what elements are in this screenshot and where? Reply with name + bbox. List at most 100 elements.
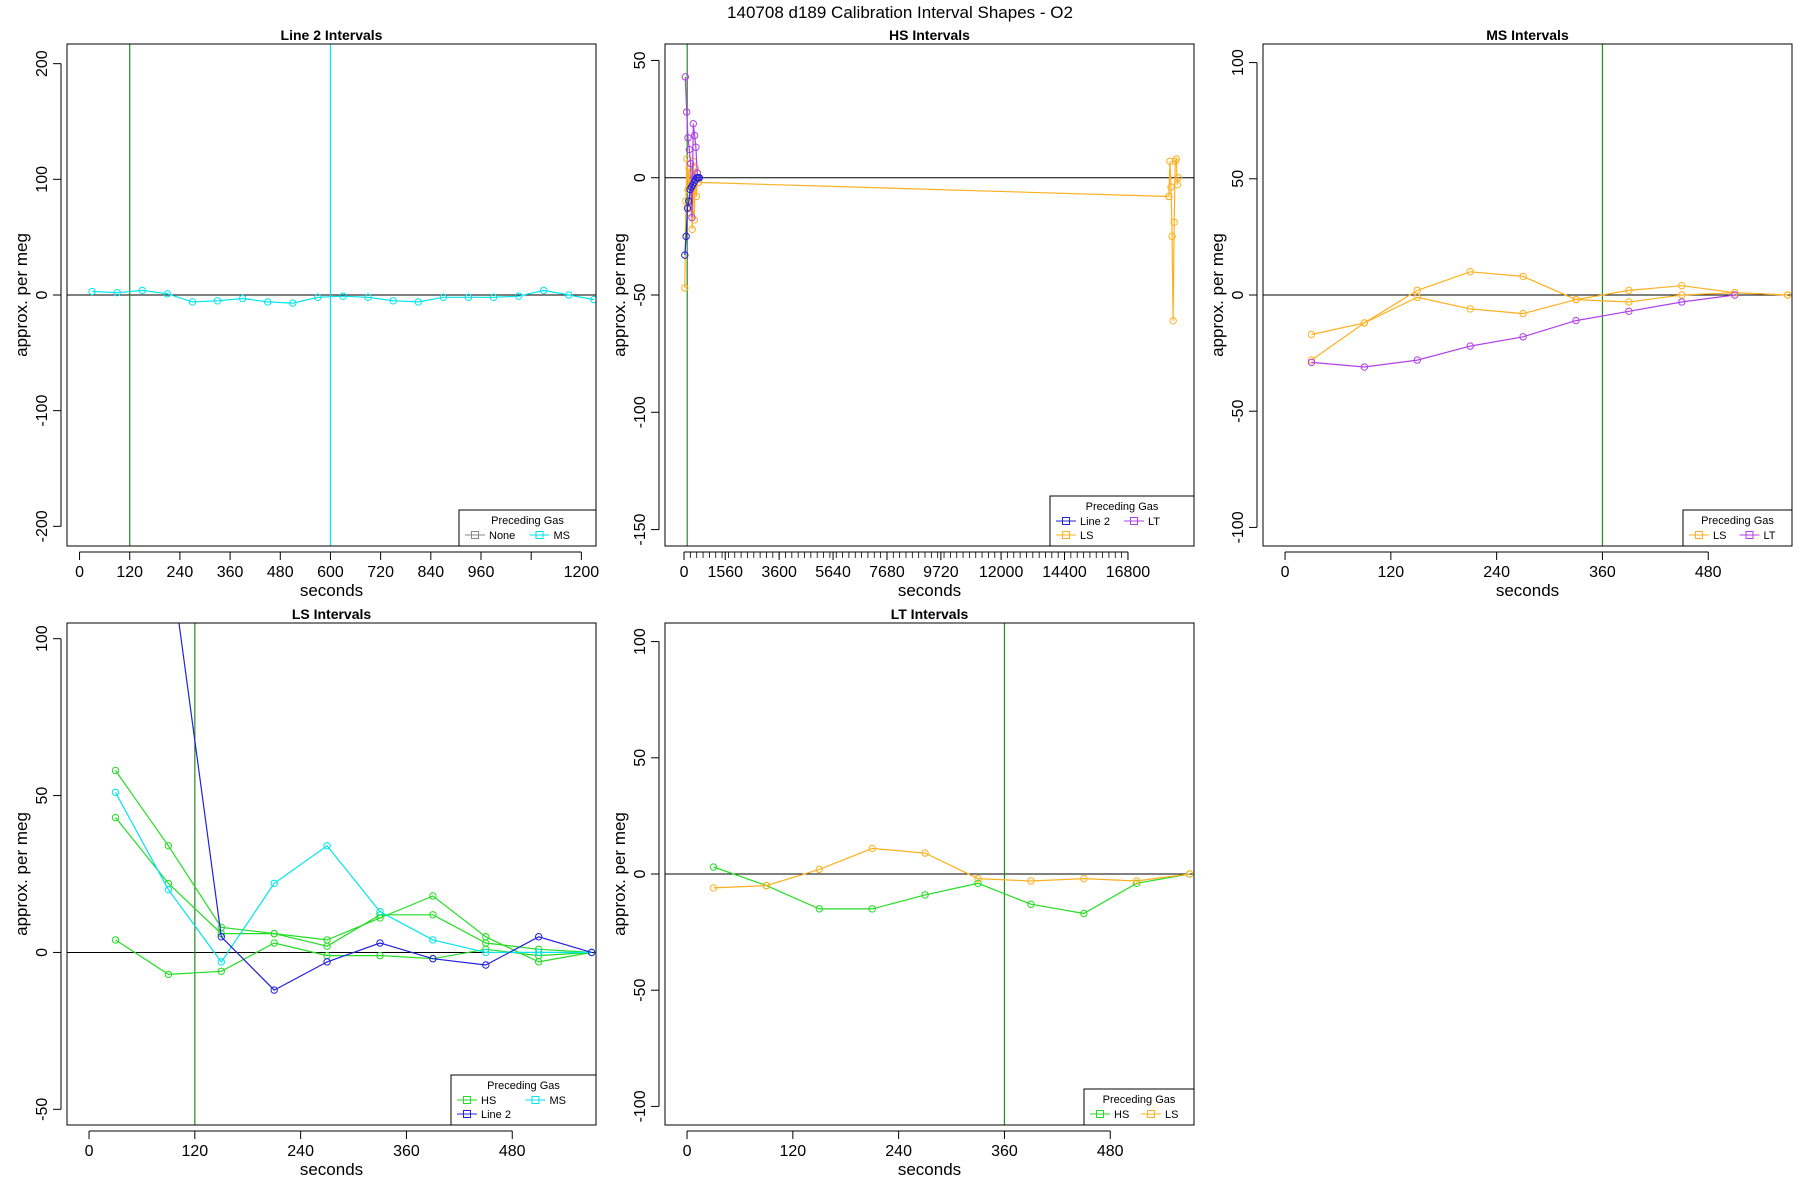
- x-tick-label: 360: [217, 564, 244, 581]
- x-tick-label: 720: [367, 564, 394, 581]
- x-tick-label: 1200: [564, 564, 600, 581]
- data-point: [111, 936, 120, 944]
- y-tick-label: -50: [632, 979, 649, 1002]
- legend-label: None: [489, 530, 515, 542]
- y-axis-label: approx. per meg: [610, 812, 629, 936]
- legend-label: LS: [1080, 530, 1093, 542]
- series-group: [111, 623, 596, 994]
- data-point: [376, 939, 384, 947]
- data-point: [482, 961, 490, 969]
- data-point: [88, 287, 96, 296]
- legend-marker: [463, 1110, 471, 1118]
- x-axis: 0 1560 3600 5640 7680 9720 12000 14400 16800 seco…: [680, 551, 1150, 600]
- data-point: [1169, 317, 1177, 325]
- data-point: [217, 958, 225, 966]
- data-point: [974, 879, 982, 887]
- data-point: [376, 907, 384, 916]
- series-line-hs: [115, 770, 592, 963]
- data-point: [815, 905, 823, 913]
- data-point: [1307, 358, 1316, 367]
- legend-box: [1682, 509, 1793, 547]
- series-line-ls: [1311, 292, 1788, 336]
- data-point: [1466, 305, 1474, 313]
- data-point: [439, 293, 448, 302]
- legend-label: LT: [1148, 516, 1160, 528]
- data-point: [1678, 291, 1686, 299]
- plot-frame: [66, 43, 597, 547]
- data-point: [111, 788, 120, 797]
- y-tick-label: -50: [1230, 400, 1247, 423]
- data-point: [1172, 155, 1180, 163]
- plot-frame: [66, 622, 597, 1126]
- legend-title: Preceding Gas: [487, 1080, 560, 1092]
- data-point: [1165, 192, 1173, 201]
- data-point: [1519, 309, 1527, 318]
- data-point: [1519, 333, 1527, 341]
- plot-frame: [664, 43, 1195, 547]
- x-tick-label: 0: [680, 564, 689, 581]
- chart-line2: Line 2 Intervals 0 120 240 360 480 600 720 840 96…: [12, 27, 599, 600]
- data-point: [1466, 268, 1474, 276]
- data-point: [540, 286, 548, 295]
- legend: Preceding Gas HS MS Line 2: [450, 1074, 597, 1126]
- series-group: [1307, 268, 1792, 371]
- data-point: [482, 948, 490, 957]
- data-point: [1307, 356, 1316, 364]
- data-point: [692, 143, 700, 151]
- data-point: [429, 892, 437, 900]
- data-point: [1783, 291, 1792, 299]
- legend-label: LS: [1713, 530, 1726, 542]
- data-point: [685, 197, 693, 205]
- x-tick-label: 0: [1281, 564, 1290, 581]
- legend-label: LS: [1165, 1109, 1178, 1121]
- chart-hs: HS Intervals 0 1560 3600 5640 7680 9720 12000 14…: [610, 27, 1195, 600]
- legend-box: [1083, 1088, 1195, 1126]
- data-point: [1678, 298, 1686, 306]
- series-line-hs: [713, 866, 1190, 915]
- series-line-ls: [1311, 271, 1788, 361]
- data-point: [690, 216, 699, 224]
- x-tick-label: 240: [287, 1143, 314, 1160]
- x-axis: 0 120 240 360 480 seconds: [85, 1130, 526, 1179]
- y-tick-label: 100: [34, 625, 51, 652]
- x-axis-label: seconds: [898, 581, 961, 600]
- data-point: [1625, 286, 1633, 295]
- data-point: [1132, 879, 1141, 887]
- legend-marker: [531, 1096, 540, 1104]
- data-point: [709, 884, 718, 892]
- x-tick-label: 120: [1377, 564, 1404, 581]
- chart-title: LT Intervals: [891, 606, 969, 622]
- x-tick-label: 1560: [707, 564, 743, 581]
- data-point: [314, 293, 322, 302]
- data-point: [1132, 877, 1141, 885]
- data-point: [534, 933, 543, 941]
- data-point: [921, 849, 929, 857]
- data-point: [762, 881, 771, 890]
- x-tick-label: 9720: [923, 564, 959, 581]
- series-line-ls: [1168, 158, 1179, 321]
- data-point: [514, 292, 523, 300]
- data-point: [681, 251, 689, 259]
- legend-box: [458, 509, 597, 547]
- y-axis: -150 -100 -50 0 50 approx. per meg: [610, 51, 660, 546]
- legend-entry: Line 2: [1056, 516, 1110, 528]
- y-axis-label: approx. per meg: [1208, 233, 1227, 357]
- legend-title: Preceding Gas: [1701, 515, 1774, 527]
- legend-entry: LT: [1739, 530, 1776, 542]
- legend-entry: MS: [525, 1095, 566, 1107]
- data-point: [111, 766, 120, 775]
- data-point: [1625, 307, 1633, 315]
- legend-title: Preceding Gas: [1086, 501, 1159, 513]
- data-point: [164, 885, 173, 894]
- legend-entry: LS: [1141, 1109, 1178, 1121]
- data-point: [684, 134, 692, 142]
- y-tick-label: 0: [632, 173, 649, 182]
- y-tick-label: 50: [632, 749, 649, 767]
- data-point: [113, 288, 121, 297]
- data-point: [217, 967, 225, 975]
- y-tick-label: 50: [1230, 170, 1247, 188]
- legend-label: MS: [554, 530, 571, 542]
- chart-title: Line 2 Intervals: [281, 27, 383, 43]
- data-point: [682, 108, 691, 116]
- series-line-ms: [114, 792, 592, 963]
